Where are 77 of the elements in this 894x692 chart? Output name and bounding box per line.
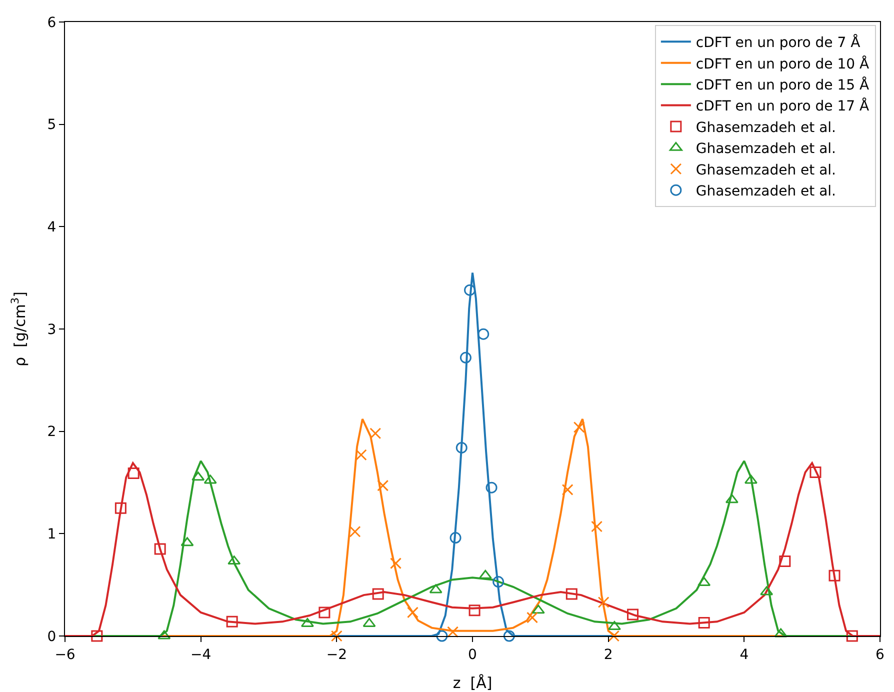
y-tick-label: 5 [47, 117, 56, 134]
legend-label: cDFT en un poro de 17 Å [696, 98, 870, 115]
x-axis-title: z [Å] [452, 674, 492, 692]
point [774, 628, 788, 638]
point [760, 586, 774, 596]
point [114, 502, 126, 514]
point [566, 588, 578, 600]
y-tick-label: 0 [47, 628, 56, 645]
point [447, 626, 459, 638]
point [591, 520, 603, 532]
point [390, 558, 402, 570]
point [627, 608, 639, 620]
point [370, 428, 382, 440]
point [228, 556, 241, 565]
x-tick-label: −2 [326, 646, 347, 663]
point [828, 570, 840, 582]
point [526, 612, 538, 624]
point [779, 556, 791, 568]
point [608, 630, 620, 642]
legend-label: cDFT en un poro de 7 Å [696, 34, 861, 52]
x-tick-label: −6 [54, 646, 76, 663]
point [608, 621, 621, 630]
point [154, 543, 166, 555]
y-tick-label: 4 [47, 220, 56, 236]
point [192, 472, 205, 481]
point [158, 630, 171, 640]
point [460, 352, 472, 364]
point [810, 466, 822, 478]
legend-label: cDFT en un poro de 10 Å [696, 55, 870, 72]
x-tick-label: −4 [190, 646, 212, 663]
x-tick-label: 2 [604, 646, 613, 663]
legend-label: Ghasemzadeh et al. [696, 162, 836, 178]
point [406, 606, 418, 618]
point [429, 584, 442, 594]
point [744, 474, 758, 484]
legend-label: Ghasemzadeh et al. [696, 120, 836, 136]
point [478, 570, 492, 579]
point [573, 421, 585, 433]
x-tick-label: 6 [876, 646, 885, 663]
point [725, 494, 738, 504]
point [330, 630, 342, 642]
point [464, 284, 476, 296]
legend-label: Ghasemzadeh et al. [696, 184, 836, 200]
point [355, 449, 367, 461]
point [456, 442, 468, 454]
point [377, 480, 389, 492]
point [503, 630, 515, 642]
point [204, 474, 217, 484]
x-tick-label: 0 [468, 646, 477, 663]
point [226, 616, 238, 628]
point [562, 484, 574, 496]
point [180, 537, 194, 546]
point [91, 630, 103, 642]
y-tick-label: 2 [47, 424, 56, 440]
point [372, 588, 384, 600]
point [362, 618, 376, 627]
point [318, 606, 330, 618]
y-tick-label: 3 [47, 322, 56, 338]
point [598, 596, 610, 608]
legend-label: Ghasemzadeh et al. [696, 141, 836, 158]
y-tick-label: 6 [47, 14, 56, 31]
point [300, 618, 314, 627]
point [532, 604, 545, 614]
point [492, 576, 504, 588]
point [486, 482, 498, 494]
point [468, 604, 480, 616]
point [846, 630, 858, 642]
point [698, 616, 710, 628]
point [450, 532, 462, 544]
point [349, 526, 361, 538]
point [478, 328, 490, 340]
x-tick-label: 4 [740, 646, 749, 663]
legend-label: cDFT en un poro de 15 Å [696, 76, 870, 94]
point [436, 630, 448, 642]
point [128, 468, 140, 480]
y-tick-label: 1 [47, 526, 56, 543]
point [698, 577, 711, 586]
